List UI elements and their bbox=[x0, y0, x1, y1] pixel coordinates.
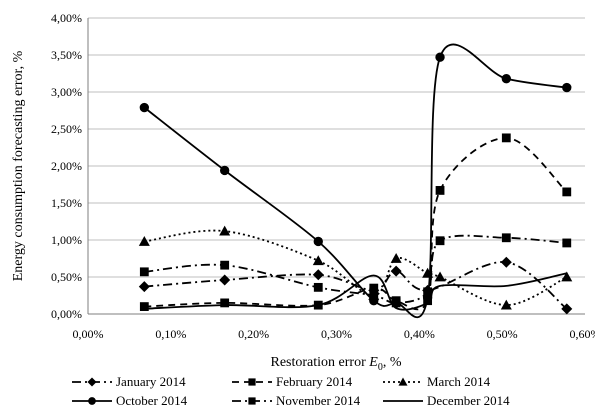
data-point bbox=[219, 274, 231, 286]
y-tick-label: 1,00% bbox=[51, 233, 82, 247]
data-point bbox=[139, 102, 150, 113]
series-line bbox=[144, 136, 568, 311]
data-point bbox=[390, 253, 402, 263]
data-point bbox=[501, 133, 511, 143]
axes bbox=[87, 18, 585, 315]
data-point bbox=[562, 187, 572, 197]
y-tick-label: 3,50% bbox=[51, 48, 82, 62]
legend-item: March 2014 bbox=[383, 374, 491, 389]
x-axis-title-symbol: E bbox=[368, 355, 378, 370]
series-november-2014 bbox=[139, 233, 572, 308]
x-tick-label: 0,10% bbox=[155, 327, 186, 341]
data-point bbox=[248, 378, 256, 386]
legend-label: December 2014 bbox=[427, 393, 510, 408]
data-point bbox=[313, 236, 323, 247]
x-tick-label: 0,40% bbox=[404, 327, 435, 341]
series-layer bbox=[138, 43, 573, 318]
data-point bbox=[500, 256, 512, 268]
series-line bbox=[144, 272, 567, 311]
series-january-2014 bbox=[138, 256, 573, 315]
data-point bbox=[434, 271, 446, 282]
legend-label: October 2014 bbox=[116, 393, 188, 408]
y-tick-label: 4,00% bbox=[51, 11, 82, 25]
data-point bbox=[220, 165, 230, 176]
x-tick-label: 0,60% bbox=[570, 327, 595, 341]
y-tick-label: 0,50% bbox=[51, 270, 82, 284]
data-point bbox=[220, 260, 230, 270]
legend-label: November 2014 bbox=[276, 393, 361, 408]
data-point bbox=[435, 186, 445, 195]
series-line bbox=[144, 229, 568, 307]
data-point bbox=[369, 291, 379, 300]
data-point bbox=[423, 287, 433, 297]
series-line bbox=[143, 43, 567, 318]
x-tick-label: 0,20% bbox=[238, 327, 269, 341]
y-tick-labels: 0,00% 0,50% 1,00% 1,50% 2,00% 2,50% 3,00% 3,50%… bbox=[51, 11, 82, 321]
data-point bbox=[561, 303, 573, 315]
x-tick-label: 0,00% bbox=[73, 327, 104, 341]
x-tick-labels: 0,00% 0,10% 0,20% 0,30% 0,40% 0,50% 0,60% bbox=[73, 327, 595, 341]
data-point bbox=[562, 82, 572, 93]
x-tick-label: 0,50% bbox=[487, 327, 518, 341]
y-tick-label: 2,00% bbox=[51, 159, 82, 173]
data-point bbox=[138, 235, 150, 246]
series-december-2014 bbox=[144, 272, 567, 311]
legend-item: January 2014 bbox=[72, 374, 186, 389]
legend-label: January 2014 bbox=[116, 374, 186, 389]
legend: January 2014 February 2014 March 2014 Octob… bbox=[72, 374, 510, 408]
y-axis-title: Energy consumption forecasting error, % bbox=[11, 50, 26, 281]
data-point bbox=[88, 397, 96, 405]
x-axis-title-subscript: 0 bbox=[378, 362, 383, 373]
data-point bbox=[87, 377, 97, 387]
legend-item: October 2014 bbox=[72, 393, 188, 408]
data-point bbox=[435, 236, 445, 246]
data-point bbox=[220, 298, 230, 308]
y-tick-label: 1,50% bbox=[51, 196, 82, 210]
legend-label: February 2014 bbox=[276, 374, 353, 389]
y-tick-label: 0,00% bbox=[51, 307, 82, 321]
legend-item: December 2014 bbox=[383, 393, 510, 408]
data-point bbox=[313, 282, 323, 292]
data-point bbox=[561, 271, 573, 282]
data-point bbox=[248, 397, 256, 405]
x-axis-title-prefix: Restoration error bbox=[271, 355, 370, 370]
data-point bbox=[435, 52, 445, 62]
series-march-2014 bbox=[138, 225, 573, 310]
data-point bbox=[139, 267, 149, 277]
y-tick-label: 2,50% bbox=[51, 122, 82, 136]
legend-label: March 2014 bbox=[427, 374, 491, 389]
series-october-2014 bbox=[139, 43, 572, 318]
x-axis-title-suffix: , % bbox=[383, 355, 402, 370]
data-point bbox=[562, 238, 572, 248]
data-point bbox=[390, 265, 402, 277]
data-point bbox=[138, 281, 150, 293]
data-point bbox=[312, 255, 324, 266]
x-axis-title: Restoration error E0, % bbox=[271, 355, 402, 373]
data-point bbox=[398, 377, 408, 386]
legend-item: February 2014 bbox=[232, 374, 353, 389]
x-tick-label: 0,30% bbox=[321, 327, 352, 341]
data-point bbox=[501, 233, 511, 243]
data-point bbox=[501, 74, 511, 84]
series-line bbox=[144, 234, 567, 304]
data-point bbox=[369, 283, 379, 293]
data-point bbox=[219, 225, 231, 236]
data-point bbox=[391, 298, 401, 308]
data-point bbox=[139, 302, 149, 311]
legend-item: November 2014 bbox=[232, 393, 361, 408]
data-point bbox=[500, 299, 512, 310]
data-point bbox=[312, 269, 324, 281]
y-tick-label: 3,00% bbox=[51, 85, 82, 99]
